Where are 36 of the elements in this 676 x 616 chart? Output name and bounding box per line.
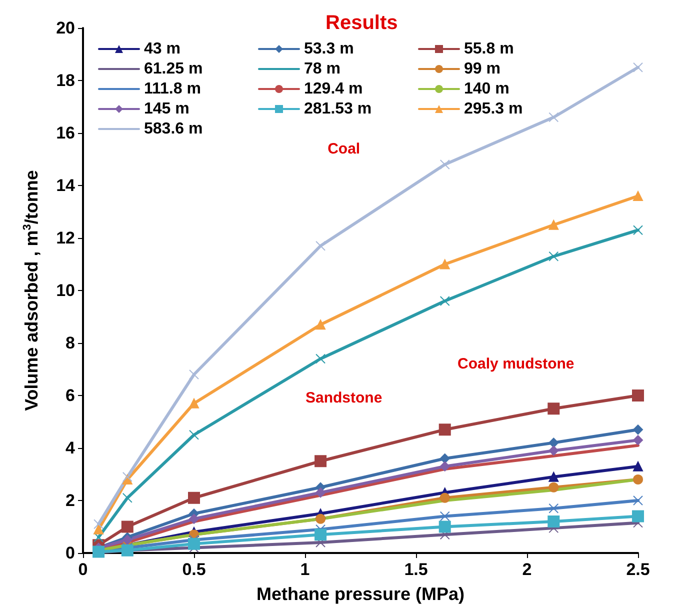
x-tick-label: 2 bbox=[522, 560, 532, 579]
x-tick-label: 1 bbox=[300, 560, 310, 579]
legend-label: 99 m bbox=[464, 60, 500, 78]
x-tick-label: 1.5 bbox=[404, 560, 428, 579]
legend-label: 43 m bbox=[144, 40, 180, 58]
annotation: Coal bbox=[328, 140, 360, 158]
y-tick-label: 16 bbox=[56, 124, 75, 142]
legend-label: 145 m bbox=[144, 100, 190, 118]
y-tick-label: 8 bbox=[66, 334, 75, 352]
legend-label: 295.3 m bbox=[464, 100, 523, 118]
y-tick-label: 4 bbox=[66, 438, 76, 458]
legend-label: 78 m bbox=[304, 60, 340, 78]
x-tick-label: 0 bbox=[78, 560, 88, 579]
legend-label: 55.8 m bbox=[464, 40, 514, 58]
y-tick-label: 6 bbox=[66, 386, 75, 405]
x-tick-label: 2.5 bbox=[626, 560, 650, 579]
legend-label: 583.6 m bbox=[144, 120, 203, 138]
legend-label: 61.25 m bbox=[144, 60, 203, 78]
y-axis-title: Volume adsorbed , m3/tonne bbox=[22, 170, 42, 411]
y-tick-label: 20 bbox=[56, 18, 75, 38]
chart-title: Results bbox=[326, 12, 398, 34]
x-axis-title: Methane pressure (MPa) bbox=[256, 584, 465, 604]
annotation: Sandstone bbox=[306, 390, 382, 407]
legend-label: 111.8 m bbox=[144, 80, 201, 98]
y-tick-label: 10 bbox=[56, 281, 75, 300]
y-tick-label: 0 bbox=[66, 544, 75, 562]
legend-label: 53.3 m bbox=[304, 40, 354, 58]
legend-label: 140 m bbox=[464, 80, 510, 98]
legend-label: 281.53 m bbox=[304, 100, 372, 118]
legend-label: 129.4 m bbox=[304, 80, 363, 98]
y-tick-label: 18 bbox=[56, 71, 75, 90]
x-tick-label: 0.5 bbox=[182, 560, 206, 579]
y-tick-label: 14 bbox=[56, 176, 76, 195]
y-tick-label: 12 bbox=[56, 228, 75, 248]
annotation: Coaly mudstone bbox=[458, 356, 574, 372]
y-tick-label: 2 bbox=[66, 491, 75, 510]
